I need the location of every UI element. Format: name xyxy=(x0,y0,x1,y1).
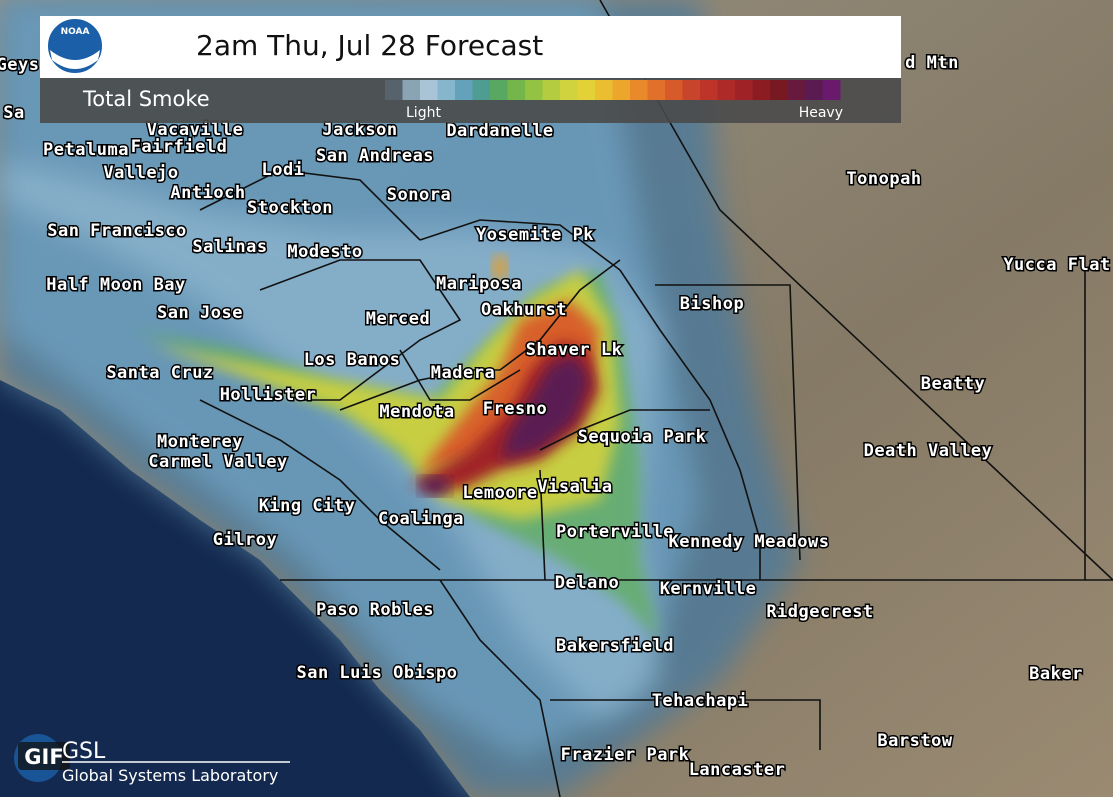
colorbar-swatch xyxy=(700,80,718,100)
colorbar-swatch xyxy=(822,80,841,100)
colorbar-swatch xyxy=(507,80,526,100)
city-label: San Luis Obispo xyxy=(296,663,457,683)
city-label: Barstow xyxy=(877,731,952,751)
colorbar-swatch xyxy=(420,80,438,100)
city-label: Madera xyxy=(431,363,495,383)
city-label: Tonopah xyxy=(846,169,921,189)
city-label: Vallejo xyxy=(103,163,178,183)
legend-low: Light xyxy=(406,105,441,121)
noaa-logo: NOAA xyxy=(61,27,90,37)
city-label: Ridgecrest xyxy=(766,602,873,622)
city-label: Carmel Valley xyxy=(148,452,288,472)
forecast-title: 2am Thu, Jul 28 Forecast xyxy=(196,29,543,62)
colorbar-swatch xyxy=(805,80,823,100)
footer: GIF GSL Global Systems Laboratory xyxy=(14,734,290,785)
city-label: Visalia xyxy=(537,477,612,497)
city-label: Sequoia Park xyxy=(578,427,707,447)
colorbar-swatch xyxy=(630,80,648,100)
city-label: d Mtn xyxy=(905,53,959,73)
city-label: Vacaville xyxy=(147,120,244,140)
city-label: Geys xyxy=(0,55,39,75)
city-label: Dardanelle xyxy=(446,121,553,141)
colorbar-swatch xyxy=(682,80,701,100)
city-label: Stockton xyxy=(247,198,333,218)
colorbar-swatch xyxy=(490,80,508,100)
colorbar-swatch xyxy=(595,80,613,100)
city-label: Beatty xyxy=(921,374,985,394)
city-label: Sonora xyxy=(387,185,451,205)
city-labels: Geys Sa d Mtn Vacaville Petaluma Fairfie… xyxy=(0,52,1112,782)
city-label: Kennedy Meadows xyxy=(668,532,829,552)
colorbar-swatch xyxy=(717,80,736,100)
city-label: Modesto xyxy=(287,242,362,262)
colorbar-swatch xyxy=(735,80,753,100)
colorbar-swatch xyxy=(612,80,631,100)
city-label: Los Banos xyxy=(304,350,401,370)
city-label: Oakhurst xyxy=(481,300,567,320)
city-label: San Andreas xyxy=(316,146,434,166)
city-label: San Francisco xyxy=(47,221,187,241)
city-label: Fairfield xyxy=(131,137,228,157)
org-abbr: GSL xyxy=(62,739,106,764)
legend-label: Total Smoke xyxy=(82,87,210,111)
colorbar-swatch xyxy=(560,80,578,100)
colorbar xyxy=(385,80,841,100)
city-label: Frazier Park xyxy=(561,745,690,765)
city-label: Yosemite Pk xyxy=(476,225,594,245)
city-label: Santa Cruz xyxy=(106,363,213,383)
colorbar-swatch xyxy=(647,80,666,100)
colorbar-swatch xyxy=(770,80,788,100)
gif-badge[interactable]: GIF xyxy=(24,745,63,769)
city-label: Mariposa xyxy=(436,274,522,294)
city-label: Lodi xyxy=(262,160,305,180)
city-label: Jackson xyxy=(322,120,397,140)
colorbar-swatch xyxy=(577,80,596,100)
colorbar-swatch xyxy=(437,80,456,100)
city-label: Lemoore xyxy=(462,483,537,503)
city-label: Bakersfield xyxy=(556,636,674,656)
city-label: Coalinga xyxy=(378,509,464,529)
city-label: Yucca Flat xyxy=(1003,255,1110,275)
colorbar-swatch xyxy=(385,80,403,100)
city-label: Baker xyxy=(1029,664,1083,684)
header: NOAA 2am Thu, Jul 28 Forecast Total Smok… xyxy=(40,16,901,123)
colorbar-swatch xyxy=(665,80,683,100)
city-label: Paso Robles xyxy=(316,600,434,620)
city-label: San Jose xyxy=(157,303,243,323)
colorbar-swatch xyxy=(525,80,543,100)
colorbar-swatch xyxy=(472,80,491,100)
city-label: Hollister xyxy=(220,385,317,405)
city-label: Mendota xyxy=(379,402,454,422)
colorbar-swatch xyxy=(752,80,771,100)
colorbar-swatch xyxy=(402,80,421,100)
city-label: Shaver Lk xyxy=(526,340,623,360)
city-label: Merced xyxy=(366,309,430,329)
city-label: Kernville xyxy=(660,579,757,599)
city-label: Petaluma xyxy=(43,140,129,160)
city-label: Fresno xyxy=(483,399,547,419)
city-label: Gilroy xyxy=(213,530,277,550)
city-label: Delano xyxy=(555,573,619,593)
city-label: King City xyxy=(259,496,356,516)
org-name: Global Systems Laboratory xyxy=(62,766,278,785)
city-label: Salinas xyxy=(192,237,267,257)
city-label: Monterey xyxy=(157,432,243,452)
city-label: Death Valley xyxy=(864,441,993,461)
colorbar-swatch xyxy=(542,80,561,100)
colorbar-swatch xyxy=(455,80,473,100)
city-label: Porterville xyxy=(556,522,674,542)
legend-high: Heavy xyxy=(799,105,843,121)
city-label: Bishop xyxy=(680,294,744,314)
city-label: Sa xyxy=(3,103,24,123)
city-label: Half Moon Bay xyxy=(46,275,186,295)
colorbar-swatch xyxy=(787,80,806,100)
city-label: Tehachapi xyxy=(652,691,749,711)
city-label: Lancaster xyxy=(689,760,786,780)
city-label: Antioch xyxy=(170,183,245,203)
